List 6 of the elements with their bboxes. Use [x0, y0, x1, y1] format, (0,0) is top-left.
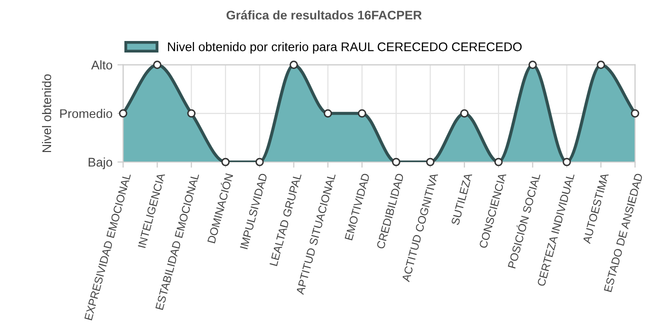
category-label: Bajo [88, 157, 112, 170]
category-label: Alto [91, 60, 112, 70]
legend-label: Nivel obtenido por criterio para RAUL CERECEDO CERECEDO [168, 42, 522, 54]
y-axis-title: Nivel obtenido [42, 74, 52, 152]
chart-title: Gráfica de resultados 16FACPER [226, 10, 422, 20]
category-label: Promedio [60, 108, 112, 118]
